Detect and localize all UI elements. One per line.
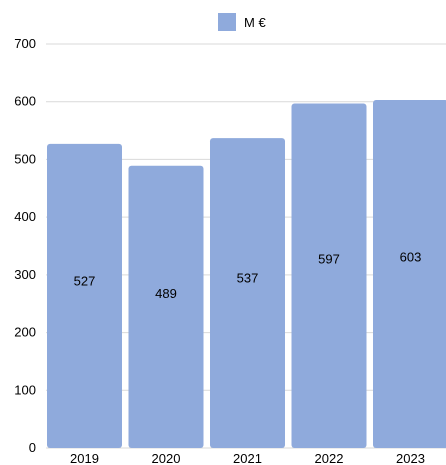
x-tick-label-2020: 2020 [152, 451, 181, 465]
legend-swatch-m-euro [218, 13, 236, 31]
y-tick-label-500: 500 [14, 151, 36, 166]
bars [47, 99, 446, 449]
bar-2022 [291, 103, 367, 449]
bar-2019 [47, 143, 122, 449]
x-tick-label-2023: 2023 [396, 451, 425, 465]
y-tick-label-200: 200 [14, 325, 36, 340]
data-label-2021: 537 [237, 271, 259, 286]
y-tick-label-100: 100 [14, 382, 36, 397]
y-tick-label-400: 400 [14, 209, 36, 224]
y-tick-label-600: 600 [14, 94, 36, 109]
bar-2020 [128, 165, 204, 448]
data-labels: 527 489 537 597 603 [74, 250, 422, 301]
legend-label-m-euro: M € [244, 15, 266, 30]
x-tick-label-2022: 2022 [315, 451, 344, 465]
data-label-2022: 597 [318, 251, 340, 266]
legend: M € [218, 13, 266, 31]
y-tick-label-0: 0 [29, 440, 36, 455]
data-label-2019: 527 [74, 274, 96, 289]
y-tick-label-300: 300 [14, 267, 36, 282]
data-label-2023: 603 [400, 250, 422, 265]
bar-2023 [373, 99, 446, 448]
y-axis-ticks: 0 100 200 300 400 500 600 700 [14, 36, 36, 455]
x-axis-ticks: 2019 2020 2021 2022 2023 [70, 451, 425, 465]
y-tick-label-700: 700 [14, 36, 36, 51]
data-label-2020: 489 [155, 286, 177, 301]
x-tick-label-2021: 2021 [233, 451, 262, 465]
bar-2021 [210, 138, 285, 448]
x-tick-label-2019: 2019 [70, 451, 99, 465]
